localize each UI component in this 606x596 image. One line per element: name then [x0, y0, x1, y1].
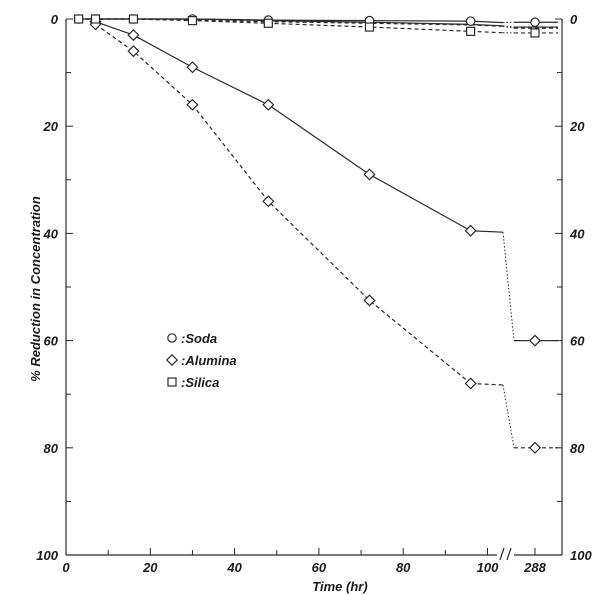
series-line-break	[502, 25, 515, 28]
data-point-diamond	[262, 98, 275, 111]
legend-label: :Soda	[181, 331, 217, 346]
x-tick-label: 100	[477, 560, 499, 575]
series-line-break	[502, 25, 515, 29]
y-tick-label-right: 20	[569, 119, 585, 134]
y-tick-label-left: 20	[43, 119, 59, 134]
data-point-square	[74, 14, 84, 24]
data-point-square	[263, 18, 273, 28]
series-lines	[78, 18, 558, 449]
x-tick-label: 288	[523, 560, 546, 575]
data-point-diamond	[127, 29, 140, 42]
legend-label: :Alumina	[181, 353, 237, 368]
x-tick-label: 60	[312, 560, 327, 575]
y-tick-label-left: 0	[51, 12, 59, 27]
data-point-square	[466, 26, 476, 36]
y-tick-label-left: 80	[44, 441, 59, 456]
data-point-circle	[465, 16, 476, 26]
legend-square-icon	[167, 377, 177, 387]
y-tick-label-right: 80	[570, 441, 585, 456]
y-tick-label-left: 100	[36, 548, 58, 563]
data-point-square	[90, 14, 101, 24]
legend-label: :Silica	[181, 375, 219, 390]
tick-labels: 0 0 20 20 40 40 60 60 80 80 100 100 0 20 40 60 80 100 288	[36, 12, 592, 575]
legend-circle-icon	[167, 333, 177, 343]
series-line-extension	[470, 382, 504, 386]
series-line	[95, 21, 471, 232]
plot-frame	[65, 19, 563, 561]
axis-ticks	[66, 18, 562, 556]
data-point-square	[530, 28, 540, 38]
y-tick-label-right: 40	[569, 226, 585, 241]
legend: :Soda :Alumina :Silica	[165, 331, 237, 390]
y-tick-label-right: 0	[570, 12, 578, 27]
data-point-square	[364, 22, 375, 32]
data-point-diamond	[464, 224, 477, 237]
y-axis-title: % Reduction in Concentration	[28, 196, 43, 382]
data-point-diamond	[363, 294, 376, 307]
y-tick-label-right: 100	[570, 548, 592, 563]
y-tick-label-left: 60	[44, 334, 59, 349]
series-line-break	[502, 232, 515, 341]
data-point-diamond	[464, 377, 477, 390]
x-axis-title: Time (hr)	[312, 579, 367, 594]
series-line-extension	[470, 30, 504, 34]
data-point-diamond	[186, 61, 199, 74]
series-line-extension	[470, 20, 504, 24]
data-point-diamond	[262, 195, 275, 208]
series-line-extension	[470, 23, 504, 27]
x-tick-label: 40	[226, 560, 242, 575]
x-tick-label: 0	[62, 560, 70, 575]
data-point-diamond	[127, 45, 140, 58]
axis-break-mark	[506, 547, 512, 561]
data-point-square	[187, 16, 198, 26]
data-point-square	[128, 14, 139, 24]
data-point-diamond	[528, 334, 542, 347]
data-point-circle	[530, 17, 540, 28]
legend-diamond-icon	[165, 353, 179, 367]
series-line	[95, 23, 472, 384]
series-markers	[73, 14, 542, 454]
series-line-break	[502, 384, 515, 448]
data-point-diamond	[528, 441, 542, 454]
data-point-diamond	[363, 168, 376, 181]
axis-break-mark	[499, 547, 505, 561]
y-tick-label-left: 40	[43, 226, 59, 241]
data-point-diamond	[186, 98, 199, 111]
x-tick-label: 20	[142, 560, 158, 575]
y-tick-label-right: 60	[570, 334, 585, 349]
x-tick-label: 80	[396, 560, 411, 575]
